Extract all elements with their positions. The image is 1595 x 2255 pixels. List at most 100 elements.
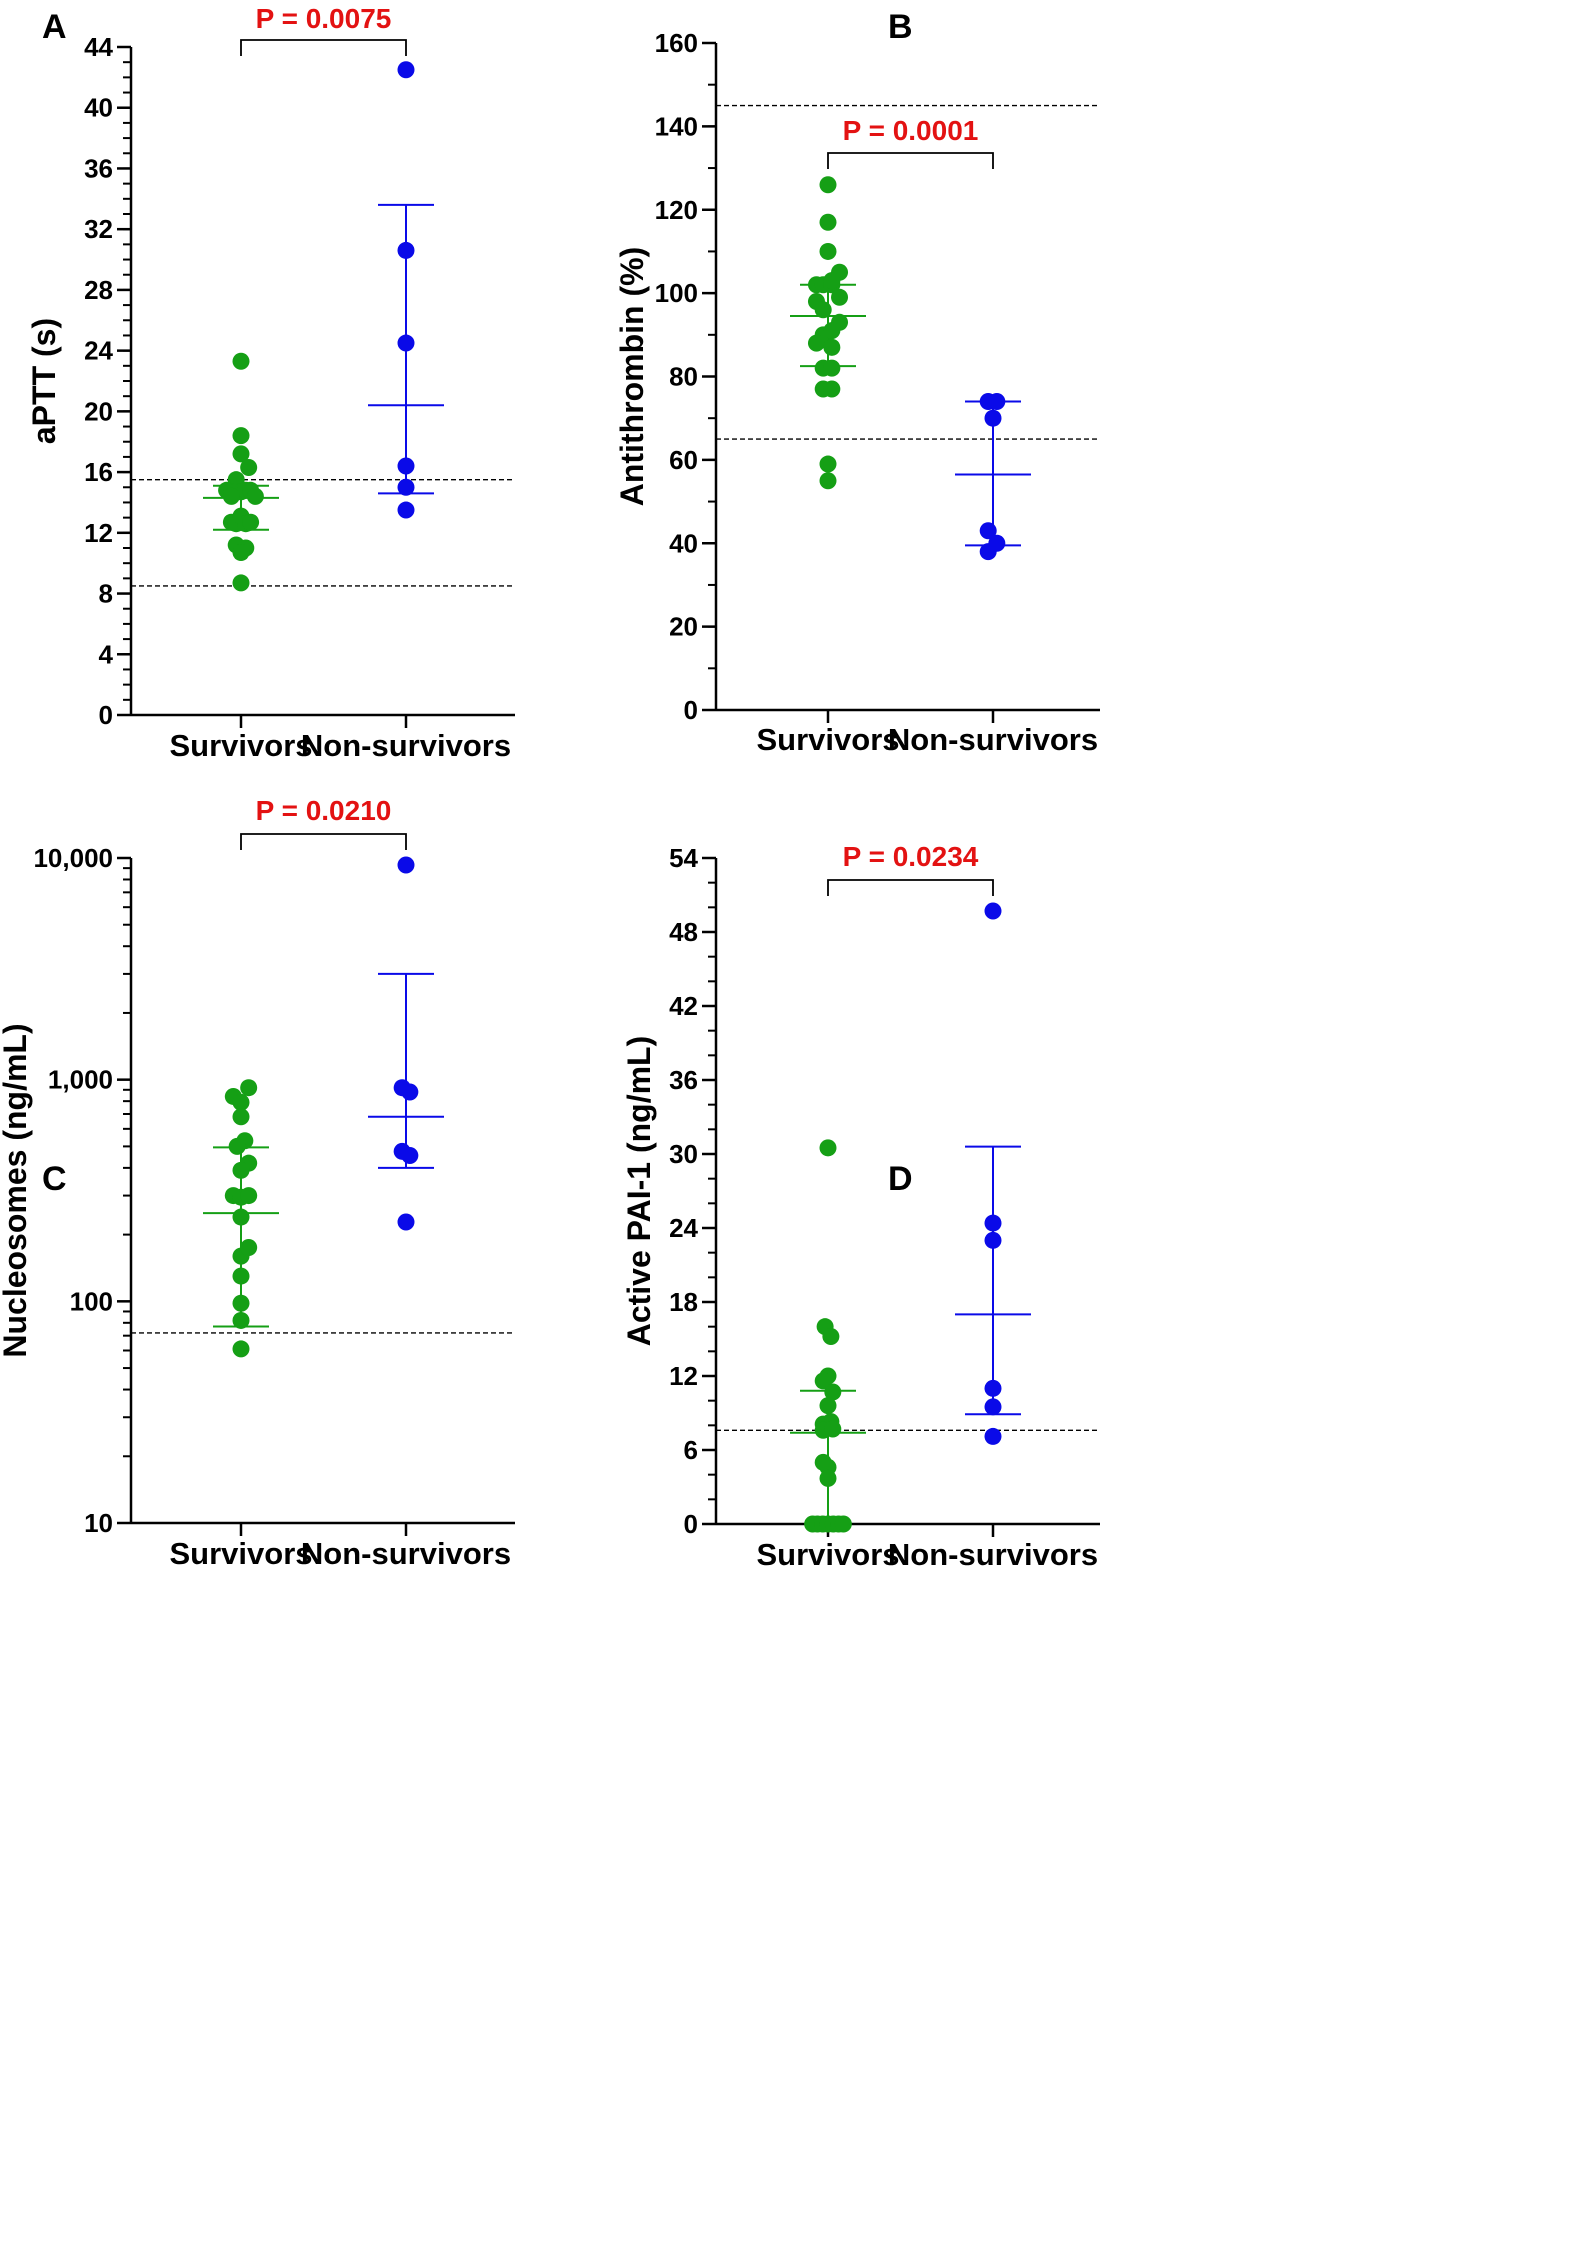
data-point — [823, 272, 841, 290]
y-tick-label: 24 — [669, 1213, 698, 1243]
panel-c: C P = 0.0210 Nucleosomes (ng/mL) Survivo… — [0, 795, 515, 1571]
y-tick-label: 54 — [669, 843, 698, 873]
data-point — [984, 1214, 1002, 1232]
data-point — [240, 1238, 258, 1256]
data-point — [232, 1093, 250, 1111]
data-point — [242, 513, 260, 531]
panel-a-y-tick-labels: 0 4 8 12 16 20 24 28 32 36 40 44 — [84, 32, 113, 730]
y-tick-label: 4 — [99, 639, 114, 669]
panel-c-y-axis-title: Nucleosomes (ng/mL) — [0, 1023, 33, 1357]
y-tick-label: 120 — [655, 195, 698, 225]
data-point — [984, 1427, 1002, 1445]
panel-b-y-tick-labels: 0 20 40 60 80 100 120 140 160 — [655, 28, 698, 725]
data-point — [401, 1146, 419, 1164]
data-point — [984, 1231, 1002, 1249]
data-point — [240, 1079, 258, 1097]
data-point — [819, 455, 837, 473]
data-point — [823, 322, 841, 340]
panel-d-letter: D — [888, 1160, 913, 1198]
y-tick-label: 1,000 — [48, 1065, 113, 1095]
data-point — [819, 213, 837, 231]
panel-b: B P = 0.0001 Antithrombin (%) Survivors … — [614, 8, 1100, 757]
data-point — [397, 1213, 415, 1231]
data-point — [984, 1398, 1002, 1416]
data-point — [824, 1420, 842, 1438]
panel-c-x-label-survivors: Survivors — [169, 1536, 312, 1571]
y-tick-label: 18 — [669, 1287, 698, 1317]
y-tick-label: 8 — [99, 579, 113, 609]
data-point — [822, 1328, 840, 1346]
data-point — [232, 352, 250, 370]
data-point — [397, 457, 415, 475]
y-tick-label: 80 — [669, 362, 698, 392]
y-tick-label: 10,000 — [33, 843, 113, 873]
y-tick-label: 40 — [669, 528, 698, 558]
data-point — [819, 472, 837, 490]
y-tick-label: 0 — [684, 695, 698, 725]
y-tick-label: 0 — [99, 700, 113, 730]
panel-c-marks — [117, 833, 515, 1536]
y-tick-label: 100 — [70, 1286, 113, 1316]
panel-b-marks — [702, 41, 1100, 723]
panel-c-y-tick-labels: 10 100 1,000 10,000 — [33, 843, 113, 1538]
panel-d-x-label-survivors: Survivors — [756, 1537, 899, 1572]
panel-a: A P = 0.0075 aPTT (s) Survivors Non-surv… — [26, 3, 515, 763]
y-tick-label: 160 — [655, 28, 698, 58]
y-tick-label: 16 — [84, 457, 113, 487]
data-point — [232, 445, 250, 463]
data-point — [228, 1137, 246, 1155]
data-point — [397, 241, 415, 259]
panel-a-x-label-survivors: Survivors — [169, 728, 312, 763]
data-point — [232, 1108, 250, 1126]
data-point — [819, 1139, 837, 1157]
data-point — [401, 1083, 419, 1101]
data-point — [397, 501, 415, 519]
panel-d-y-tick-labels: 0 6 12 18 24 30 36 42 48 54 — [669, 843, 698, 1539]
data-point — [979, 522, 997, 540]
data-point — [232, 427, 250, 445]
data-point — [232, 1208, 250, 1226]
data-point — [814, 1372, 832, 1390]
y-tick-label: 20 — [84, 396, 113, 426]
data-point — [232, 574, 250, 592]
y-tick-label: 0 — [684, 1509, 698, 1539]
panel-a-marks — [117, 39, 515, 728]
data-point — [984, 1379, 1002, 1397]
data-point — [397, 334, 415, 352]
y-tick-label: 12 — [669, 1361, 698, 1391]
data-point — [823, 338, 841, 356]
significance-bracket — [827, 152, 994, 169]
y-tick-label: 24 — [84, 336, 113, 366]
data-point — [823, 359, 841, 377]
y-tick-label: 12 — [84, 518, 113, 548]
data-point — [807, 334, 825, 352]
y-tick-label: 6 — [684, 1435, 698, 1465]
data-point — [984, 409, 1002, 427]
data-point — [819, 242, 837, 260]
data-point — [984, 902, 1002, 920]
data-point — [232, 544, 250, 562]
y-tick-label: 32 — [84, 214, 113, 244]
data-point — [232, 1161, 250, 1179]
panel-a-letter: A — [42, 8, 67, 46]
panel-b-letter: B — [888, 8, 913, 46]
y-tick-label: 10 — [84, 1508, 113, 1538]
data-point — [240, 1187, 258, 1205]
data-point — [232, 1311, 250, 1329]
significance-bracket — [240, 39, 407, 56]
data-point — [834, 1515, 852, 1533]
panel-a-pvalue: P = 0.0075 — [256, 3, 392, 34]
y-tick-label: 100 — [655, 278, 698, 308]
data-point — [819, 1397, 837, 1415]
panel-d-y-axis-title: Active PAI-1 (ng/mL) — [621, 1036, 657, 1347]
panel-d: D P = 0.0234 Active PAI-1 (ng/mL) Surviv… — [621, 841, 1100, 1572]
data-point — [831, 288, 849, 306]
y-tick-label: 42 — [669, 991, 698, 1021]
panel-d-pvalue: P = 0.0234 — [843, 841, 979, 872]
data-point — [397, 61, 415, 79]
panel-c-letter: C — [42, 1160, 67, 1198]
panel-b-x-label-non-survivors: Non-survivors — [888, 722, 1098, 757]
significance-bracket — [240, 833, 407, 850]
panel-b-pvalue: P = 0.0001 — [843, 115, 979, 146]
y-tick-label: 36 — [84, 153, 113, 183]
